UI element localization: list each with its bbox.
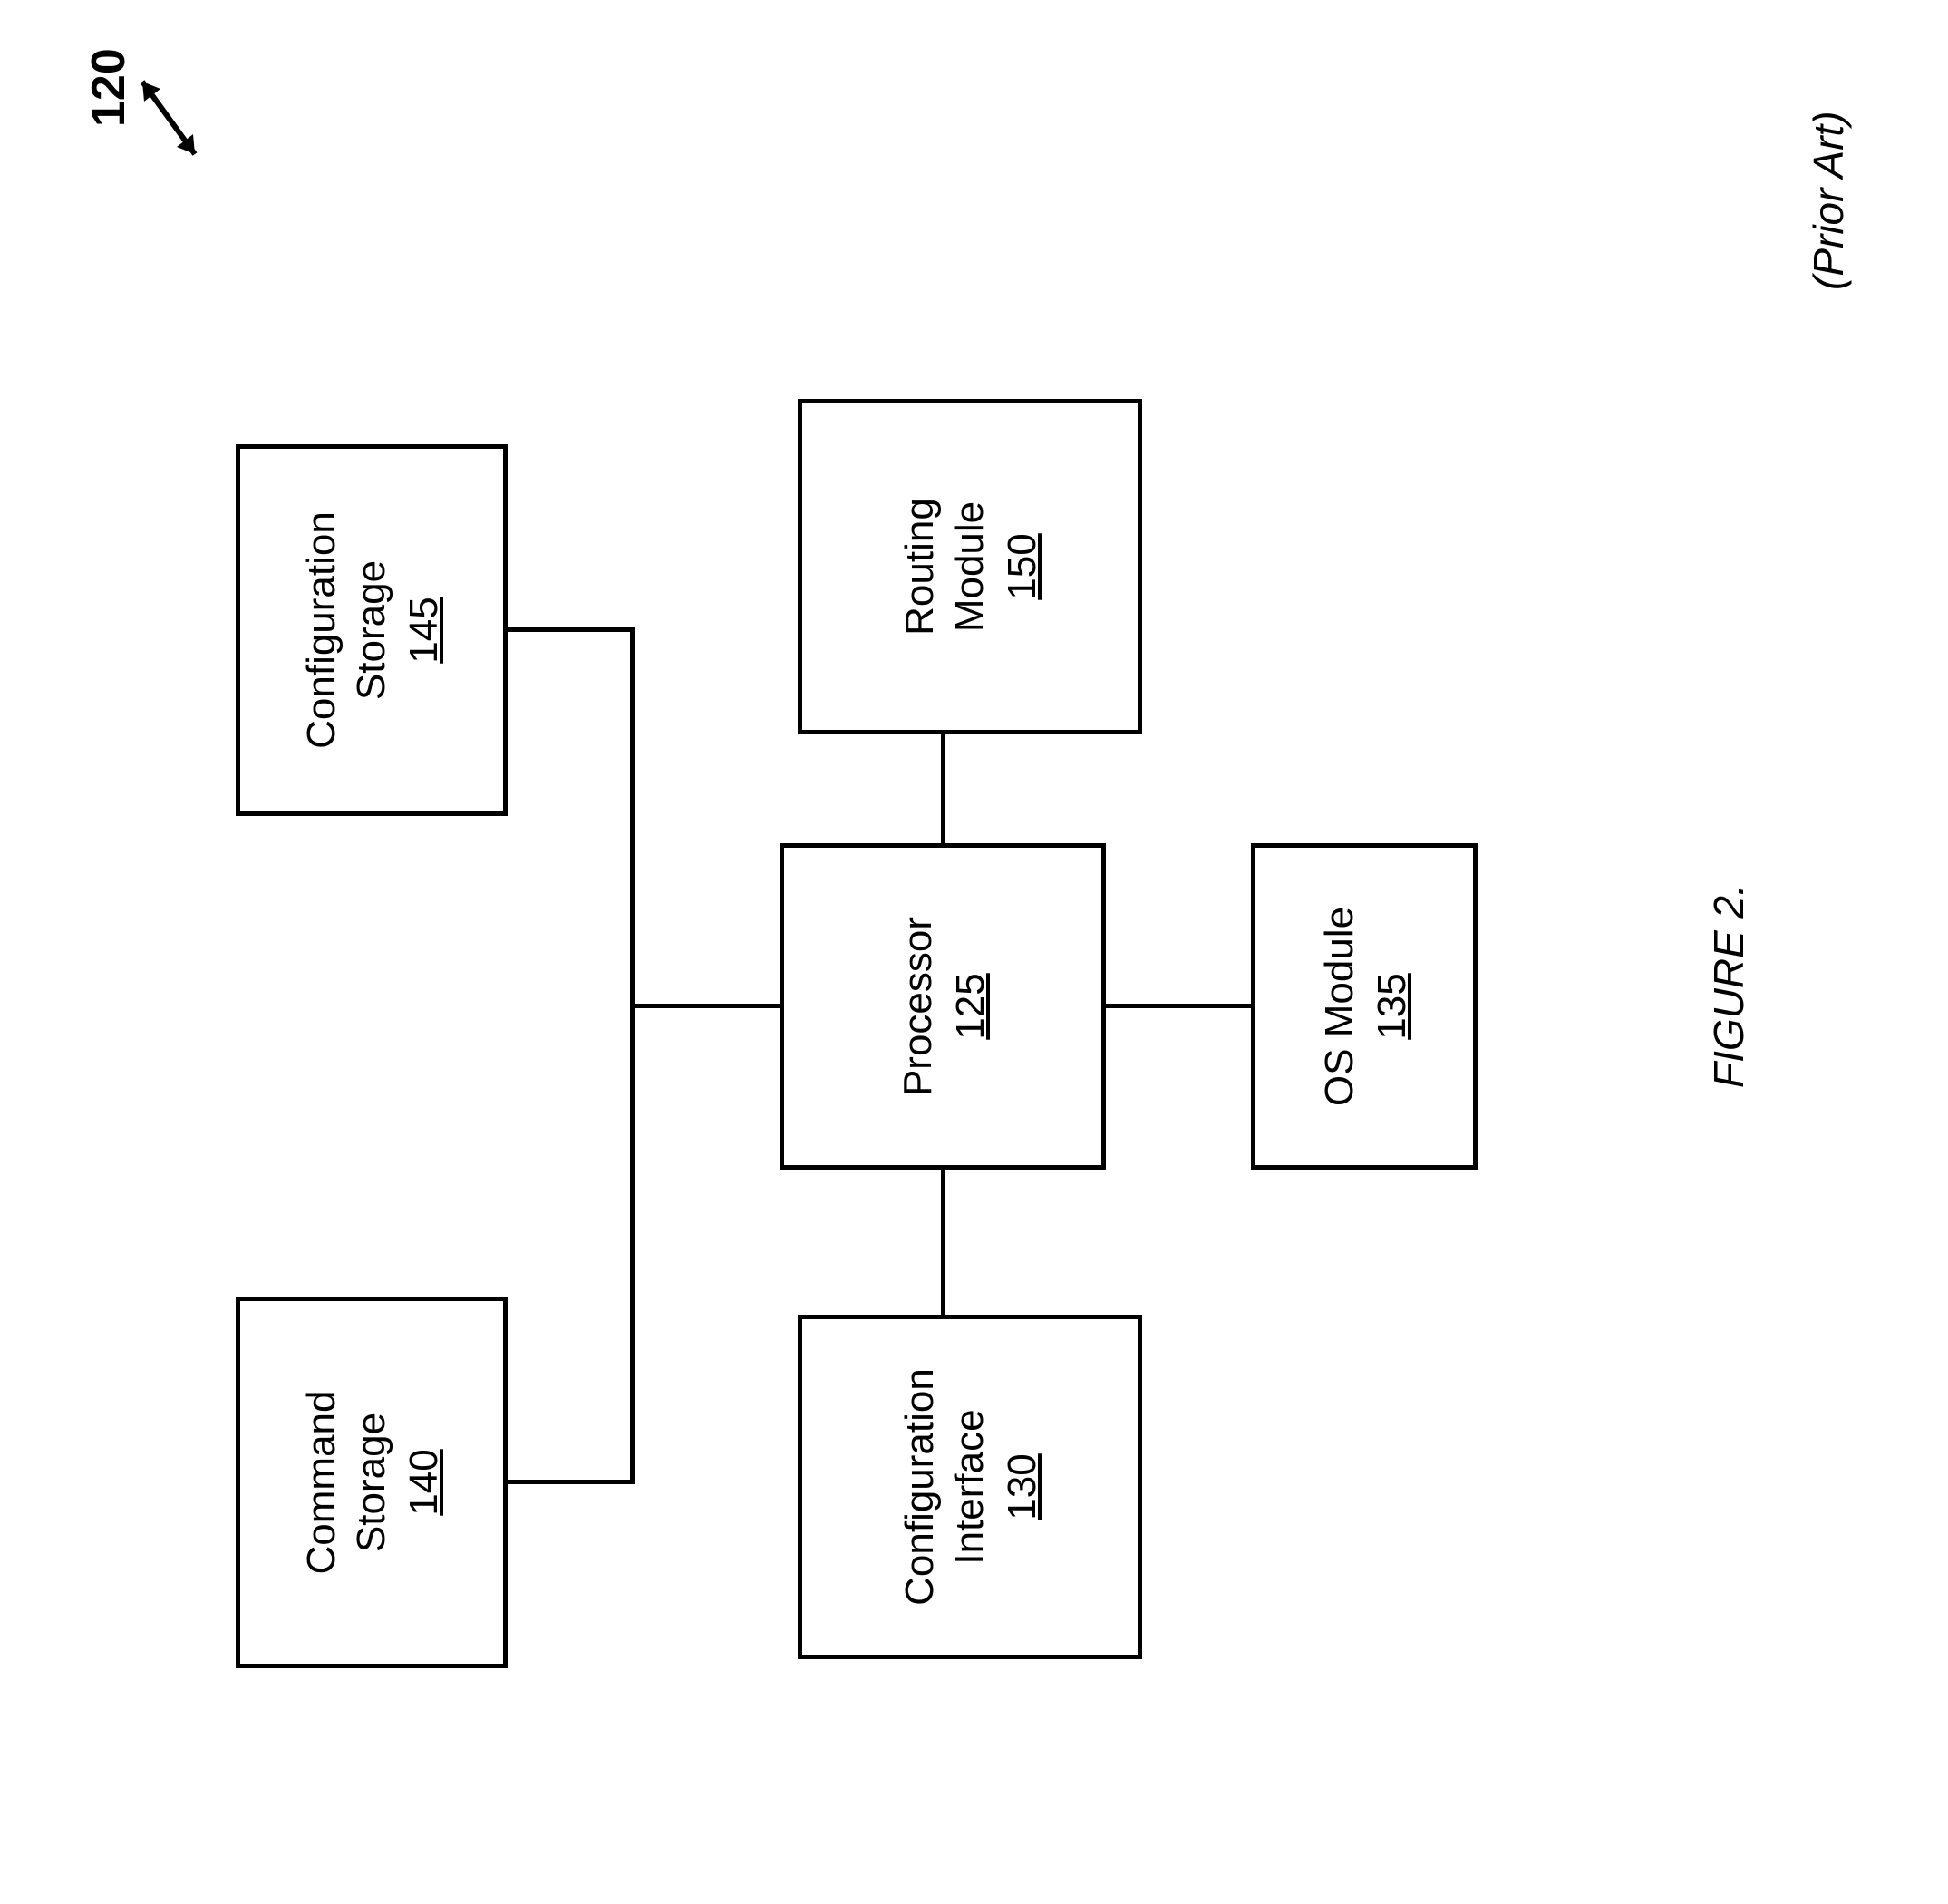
edge	[630, 1004, 780, 1008]
node-processor: Processor 125	[780, 843, 1106, 1170]
node-label: Processor	[893, 917, 943, 1096]
node-number: 125	[948, 973, 993, 1039]
node-os-module: OS Module 135	[1251, 843, 1478, 1170]
node-number: 135	[1370, 973, 1415, 1039]
figure-caption: FIGURE 2.	[1704, 884, 1753, 1088]
node-label: RoutingModule	[895, 498, 994, 636]
edge	[630, 627, 635, 1484]
node-label: ConfigurationStorage	[296, 511, 396, 749]
edge	[508, 627, 635, 632]
node-label: CommandStorage	[296, 1391, 396, 1575]
figure-canvas: 120 CommandStorage 140 ConfigurationStor…	[0, 0, 1948, 1904]
node-configuration-interface: ConfigurationInterface 130	[798, 1315, 1142, 1659]
node-command-storage: CommandStorage 140	[236, 1297, 508, 1668]
figure-subcaption: (Prior Art)	[1804, 111, 1853, 290]
edge	[1106, 1004, 1251, 1008]
node-number: 130	[1000, 1453, 1045, 1520]
node-configuration-storage: ConfigurationStorage 145	[236, 444, 508, 816]
rotated-content: 120 CommandStorage 140 ConfigurationStor…	[0, 0, 1948, 1904]
node-number: 150	[1000, 533, 1045, 599]
figure-ref-label: 120	[82, 48, 136, 127]
edge	[941, 734, 945, 843]
node-label: OS Module	[1314, 907, 1364, 1106]
node-number: 140	[402, 1449, 447, 1515]
node-number: 145	[402, 597, 447, 663]
ref-arrow-icon	[131, 63, 204, 163]
edge	[508, 1480, 635, 1484]
edge	[941, 1170, 945, 1315]
node-routing-module: RoutingModule 150	[798, 399, 1142, 734]
node-label: ConfigurationInterface	[895, 1368, 994, 1606]
